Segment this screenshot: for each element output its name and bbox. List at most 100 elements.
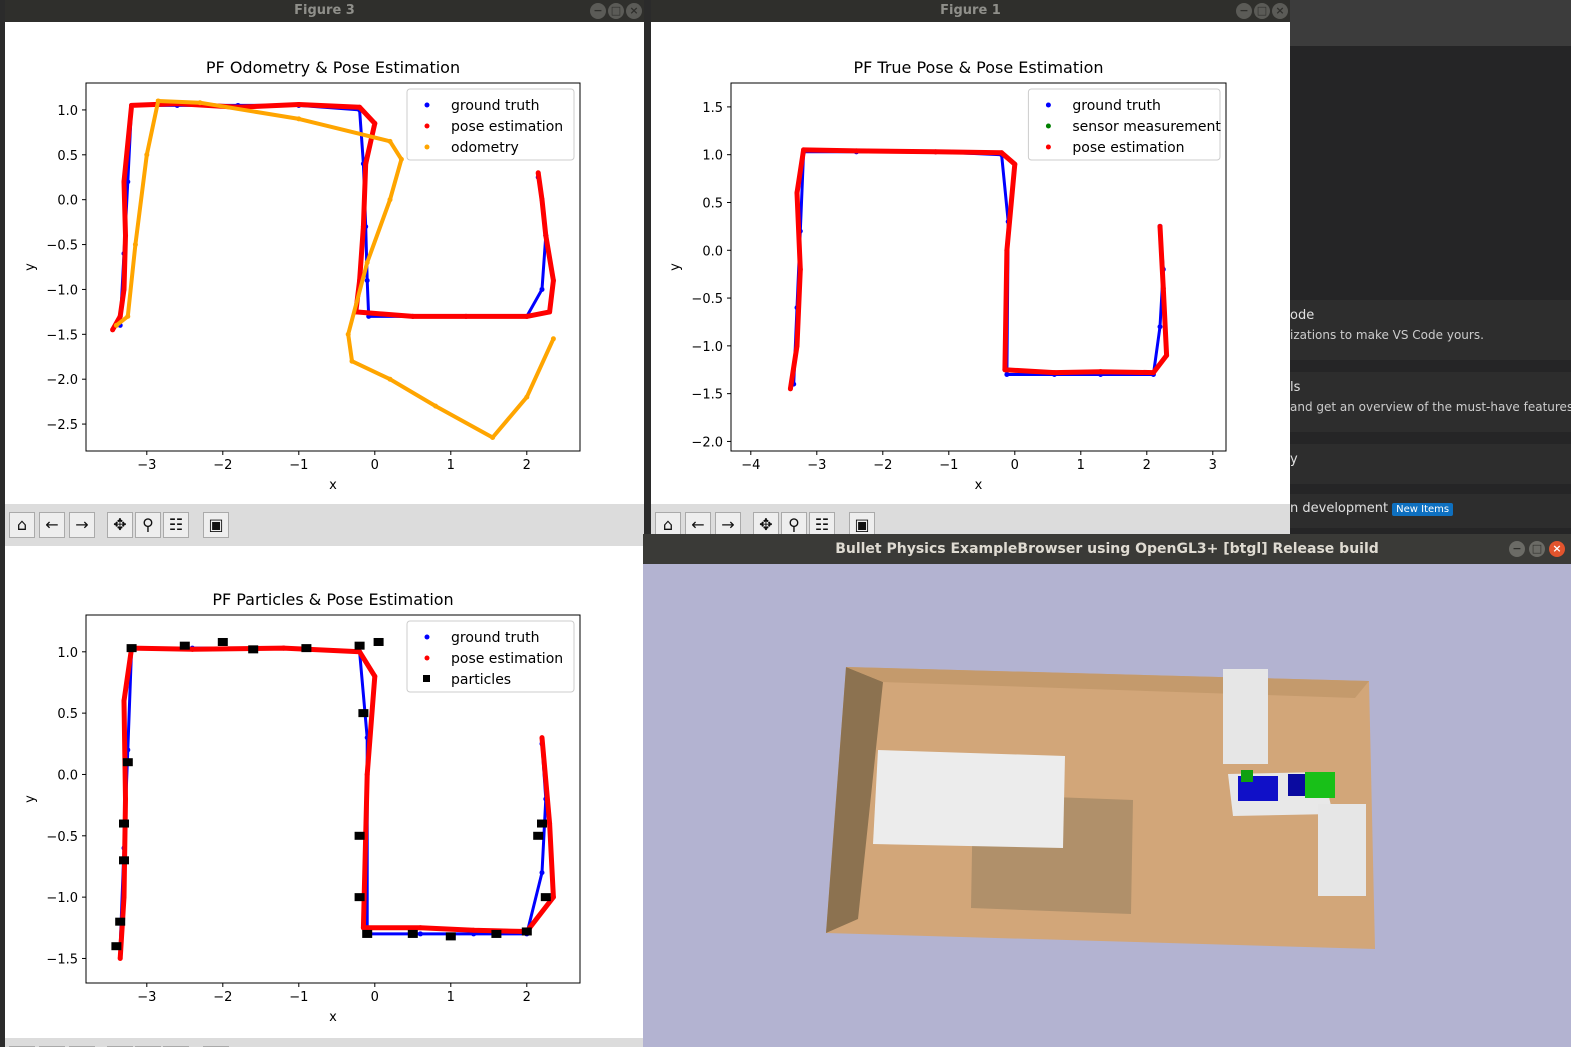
legend-marker: [1045, 144, 1051, 150]
data-point: [547, 309, 553, 315]
minimize-icon[interactable]: −: [1509, 541, 1525, 557]
forward-icon[interactable]: →: [69, 512, 95, 538]
back-icon[interactable]: ←: [685, 512, 711, 534]
x-tick-label: −1: [289, 990, 308, 1005]
legend-marker: [424, 655, 430, 661]
particle-point: [537, 819, 547, 828]
minimize-icon[interactable]: −: [590, 3, 606, 19]
series-line: [115, 99, 556, 440]
data-point: [1051, 370, 1057, 376]
bullet-titlebar[interactable]: Bullet Physics ExampleBrowser using Open…: [643, 534, 1571, 564]
vscode-tabbar: [1290, 0, 1571, 46]
data-point: [417, 931, 423, 937]
x-tick-label: −1: [939, 458, 958, 473]
data-point: [797, 266, 803, 272]
y-tick-label: 0.5: [57, 149, 78, 164]
walkthrough-item-2[interactable]: ls and get an overview of the must-have …: [1290, 372, 1571, 432]
y-tick-label: 0.5: [702, 196, 723, 211]
close-icon[interactable]: ×: [1272, 3, 1288, 19]
minimize-icon[interactable]: −: [1236, 3, 1252, 19]
y-tick-label: −1.5: [46, 952, 78, 967]
new-items-badge: New Items: [1392, 503, 1454, 516]
figure3-title: Figure 3: [294, 3, 355, 18]
y-axis-label: y: [668, 263, 683, 271]
zoom-icon[interactable]: ⚲: [781, 512, 807, 534]
data-point: [117, 955, 123, 961]
walkthrough-item-4[interactable]: n development New Items: [1290, 494, 1571, 528]
configure-icon[interactable]: ☷: [163, 512, 189, 538]
data-point: [372, 120, 378, 126]
data-point: [121, 179, 127, 185]
data-point: [1164, 352, 1170, 358]
back-icon[interactable]: ←: [39, 512, 65, 538]
particle-point: [126, 644, 137, 653]
data-point: [296, 102, 302, 108]
walkthrough-title-3: y: [1290, 452, 1298, 467]
data-point: [129, 102, 135, 108]
figure3-toolbar: ⌂ ← → ✥ ⚲ ☷ ▣: [5, 504, 644, 546]
walkthrough-item-3[interactable]: y: [1290, 444, 1571, 484]
save-icon[interactable]: ▣: [203, 512, 229, 538]
legend-marker: [1045, 123, 1051, 129]
home-icon[interactable]: ⌂: [655, 512, 681, 534]
legend-marker: [424, 102, 430, 108]
legend-label: ground truth: [451, 98, 539, 114]
walkthrough-desc-1: izations to make VS Code yours.: [1290, 328, 1484, 342]
forward-icon[interactable]: →: [715, 512, 741, 534]
figure3-titlebar[interactable]: Figure 3 − □ ×: [5, 0, 644, 22]
bullet-title: Bullet Physics ExampleBrowser using Open…: [835, 541, 1379, 557]
particle-point: [248, 645, 259, 654]
pan-icon[interactable]: ✥: [107, 512, 133, 538]
simulation-viewport[interactable]: [643, 564, 1571, 1047]
data-point: [543, 233, 549, 239]
pan-icon[interactable]: ✥: [753, 512, 779, 534]
x-tick-label: 0: [1011, 458, 1019, 473]
legend-marker: [424, 123, 430, 129]
data-point: [490, 435, 496, 441]
plot-frame: [85, 614, 581, 984]
close-icon[interactable]: ×: [1549, 541, 1565, 557]
legend-marker: [424, 634, 430, 640]
y-tick-label: −0.5: [46, 239, 78, 254]
x-tick-label: 1: [447, 990, 455, 1005]
y-tick-label: 1.5: [702, 101, 723, 116]
y-axis-label: y: [23, 263, 38, 271]
data-point: [372, 673, 378, 679]
data-point: [121, 286, 127, 292]
particle-point: [491, 929, 502, 938]
particle-point: [362, 929, 373, 938]
figure1-title: Figure 1: [940, 3, 1001, 18]
legend-label: pose estimation: [1072, 140, 1184, 156]
data-point: [539, 870, 545, 876]
maximize-icon[interactable]: □: [1529, 541, 1545, 557]
table-white: [873, 750, 1065, 848]
data-point: [1002, 367, 1008, 373]
series-odometry: [113, 98, 556, 441]
maximize-icon[interactable]: □: [1254, 3, 1270, 19]
data-point: [123, 233, 129, 239]
chart-title: PF Particles & Pose Estimation: [212, 590, 453, 609]
data-point: [117, 313, 123, 319]
y-tick-label: −1.5: [691, 388, 723, 403]
figure1-titlebar[interactable]: Figure 1 − □ ×: [651, 0, 1290, 22]
y-tick-label: −2.0: [691, 435, 723, 450]
zoom-icon[interactable]: ⚲: [135, 512, 161, 538]
walkthrough-item-1[interactable]: ode izations to make VS Code yours.: [1290, 300, 1571, 360]
configure-icon[interactable]: ☷: [809, 512, 835, 534]
x-tick-label: −2: [213, 990, 232, 1005]
particle-point: [521, 927, 532, 936]
series-ground-truth: [791, 149, 1166, 387]
data-point: [345, 331, 351, 337]
particle-point: [354, 893, 365, 902]
walkthrough-title-1: ode: [1290, 308, 1315, 323]
home-icon[interactable]: ⌂: [9, 512, 35, 538]
data-point: [535, 170, 541, 176]
series-line: [792, 150, 1165, 385]
y-tick-label: −2.0: [46, 373, 78, 388]
particle-point: [407, 929, 418, 938]
data-point: [357, 104, 363, 110]
save-icon[interactable]: ▣: [849, 512, 875, 534]
particle-point: [301, 644, 312, 653]
maximize-icon[interactable]: □: [608, 3, 624, 19]
close-icon[interactable]: ×: [626, 3, 642, 19]
